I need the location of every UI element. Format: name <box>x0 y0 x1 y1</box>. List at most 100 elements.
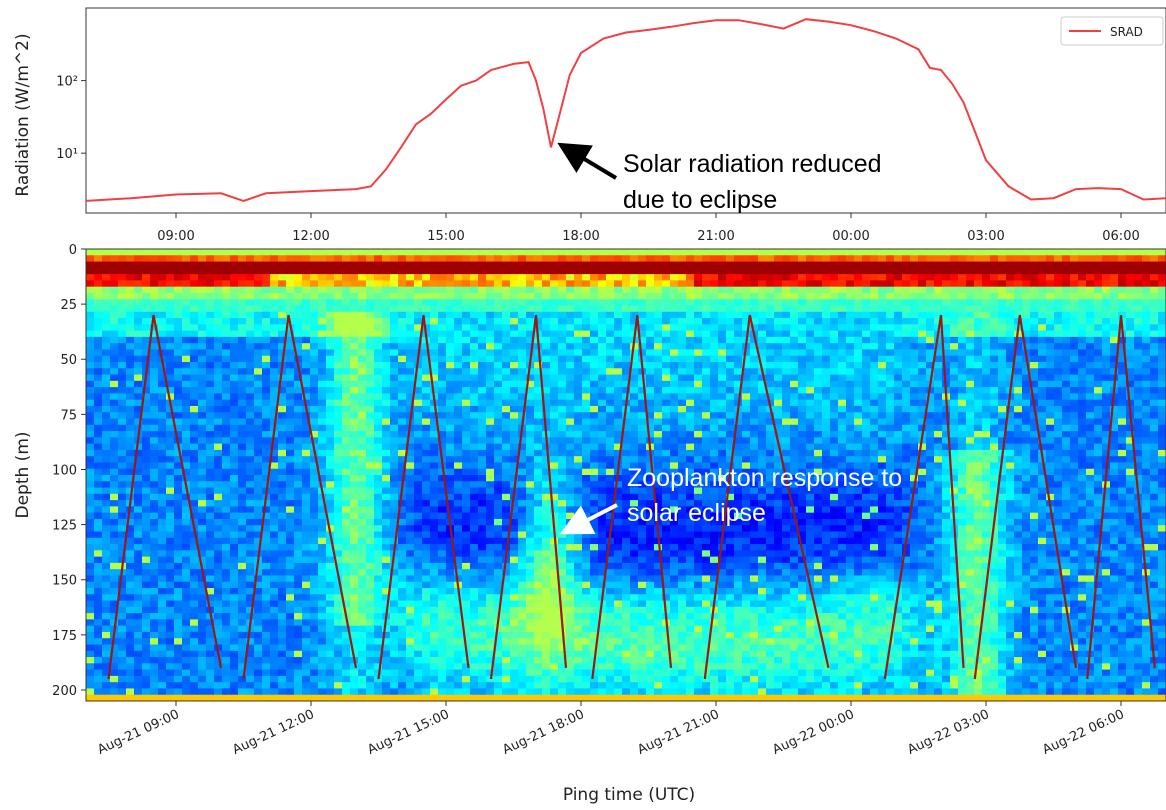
echogram-cell <box>86 581 95 589</box>
echogram-cell <box>230 267 239 275</box>
echogram-cell <box>502 437 511 445</box>
echogram-cell <box>286 449 295 457</box>
echogram-cell <box>278 311 287 319</box>
echogram-cell <box>390 405 399 413</box>
echogram-cell <box>470 550 479 558</box>
echogram-cell <box>510 600 519 608</box>
echogram-cell <box>382 274 391 281</box>
echogram-cell <box>502 682 511 690</box>
echogram-cell <box>558 581 567 589</box>
echogram-cell <box>406 387 415 394</box>
echogram-cell <box>366 688 375 696</box>
echogram-cell <box>206 512 215 520</box>
echogram-cell <box>366 399 375 407</box>
echogram-cell <box>542 575 551 583</box>
echogram-cell <box>326 500 335 507</box>
echogram-cell <box>190 663 199 671</box>
echogram-cell <box>494 292 503 300</box>
echogram-cell <box>422 349 431 357</box>
echogram-cell <box>494 299 503 307</box>
echogram-cell <box>182 613 191 620</box>
echogram-cell <box>582 556 591 564</box>
echogram-cell <box>406 462 415 470</box>
echogram-cell <box>350 336 359 344</box>
echogram-cell <box>150 267 159 275</box>
echogram-cell <box>550 318 559 325</box>
echogram-cell <box>286 443 295 451</box>
echogram-cell <box>382 405 391 413</box>
echogram-cell <box>214 481 223 489</box>
echogram-cell <box>350 500 359 507</box>
echogram-cell <box>366 431 375 438</box>
echogram-cell <box>318 600 327 608</box>
echogram-cell <box>126 518 135 526</box>
echogram-cell <box>318 267 327 275</box>
echogram-cell <box>222 531 231 539</box>
echogram-cell <box>294 280 303 288</box>
echogram-cell <box>390 280 399 288</box>
echogram-cell <box>406 343 415 351</box>
echogram-cell <box>590 418 599 426</box>
echogram-cell <box>510 387 519 394</box>
echogram-cell <box>206 418 215 426</box>
echogram-cell <box>398 562 407 570</box>
echogram-cell <box>534 631 543 639</box>
echogram-cell <box>534 374 543 382</box>
echogram-cell <box>350 481 359 489</box>
echogram-cell <box>470 594 479 602</box>
echogram-cell <box>582 374 591 382</box>
echogram-cell <box>86 387 95 394</box>
echogram-cell <box>270 537 279 545</box>
echogram-cell <box>230 286 239 294</box>
echogram-cell <box>414 387 423 394</box>
echogram-cell <box>190 694 199 701</box>
echogram-cell <box>366 569 375 577</box>
echogram-cell <box>462 374 471 382</box>
echogram-cell <box>358 581 367 589</box>
echogram-cell <box>470 443 479 451</box>
echogram-cell <box>494 362 503 369</box>
echogram-cell <box>534 380 543 388</box>
echogram-cell <box>102 255 111 263</box>
echogram-cell <box>574 431 583 438</box>
echogram-cell <box>550 650 559 658</box>
echogram-cell <box>422 343 431 351</box>
echogram-cell <box>430 443 439 451</box>
echogram-cell <box>294 431 303 438</box>
echogram-cell <box>502 562 511 570</box>
echogram-cell <box>574 682 583 690</box>
echogram-cell <box>502 267 511 275</box>
echogram-cell <box>182 594 191 602</box>
echogram-cell <box>286 625 295 633</box>
echogram-cell <box>166 531 175 539</box>
echogram-cell <box>286 613 295 620</box>
echogram-cell <box>190 619 199 627</box>
echogram-cell <box>342 431 351 438</box>
echogram-cell <box>310 324 319 332</box>
echogram-cell <box>366 449 375 457</box>
echogram-cell <box>94 657 103 664</box>
echogram-cell <box>270 374 279 382</box>
echogram-cell <box>278 324 287 332</box>
echogram-cell <box>446 644 455 652</box>
echogram-cell <box>382 487 391 495</box>
echogram-cell <box>630 324 639 332</box>
echogram-cell <box>494 525 503 533</box>
echogram-cell <box>270 292 279 300</box>
echogram-cell <box>446 261 455 269</box>
echogram-cell <box>206 424 215 432</box>
echogram-cell <box>350 255 359 263</box>
echogram-cell <box>542 625 551 633</box>
echogram-cell <box>182 292 191 300</box>
echogram-cell <box>118 600 127 608</box>
echogram-cell <box>622 682 631 690</box>
echogram-cell <box>94 456 103 464</box>
echogram-cell <box>358 368 367 376</box>
echogram-cell <box>150 443 159 451</box>
echogram-cell <box>614 355 623 363</box>
echogram-cell <box>542 412 551 420</box>
echogram-cell <box>198 475 207 482</box>
echogram-cell <box>334 600 343 608</box>
echogram-cell <box>598 261 607 269</box>
echogram-cell <box>598 694 607 701</box>
